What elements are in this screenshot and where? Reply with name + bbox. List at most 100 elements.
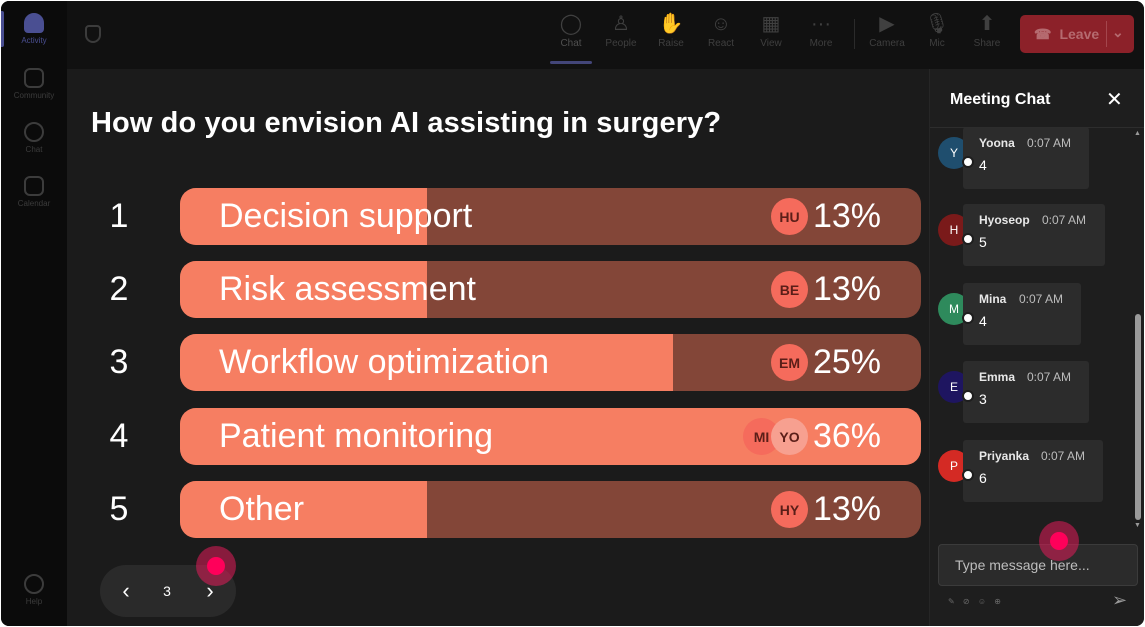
message-bubble: Hyoseop 0:07 AM 5 (963, 204, 1105, 266)
rail-item-chat[interactable]: Chat (1, 120, 67, 170)
community-icon (24, 68, 44, 88)
mic-button-label: Mic (929, 38, 945, 49)
more-button[interactable]: ··· More (798, 11, 844, 61)
more-icon: ··· (811, 13, 831, 35)
rail-item-calendar[interactable]: Calendar (1, 174, 67, 224)
format-toolbar-icons[interactable]: ✎ ⊘ ☺ ⊕ (948, 597, 1004, 606)
message-text: 5 (979, 234, 987, 250)
share-button[interactable]: ⬆ Share (964, 11, 1010, 61)
leave-divider (1106, 21, 1107, 47)
poll-question: How do you envision AI assisting in surg… (91, 107, 722, 139)
rail-item-community[interactable]: Community (1, 66, 67, 116)
previous-page-button[interactable]: ‹ (122, 578, 130, 603)
poll-option-bar: Other HY 13% (180, 481, 921, 538)
scroll-up-arrow-icon[interactable]: ▲ (1134, 130, 1141, 137)
option-percent: 36% (812, 417, 881, 455)
chat-message-list[interactable]: Y Yoona 0:07 AM 4 H Hyoseop 0:07 AM 5 M Mina 0:07 … (930, 128, 1144, 536)
chat-button[interactable]: ◯ Chat (548, 11, 594, 64)
scrollbar-thumb[interactable] (1135, 314, 1141, 520)
app-rail: Activity Community Chat Calendar Help (1, 1, 67, 626)
option-label: Workflow optimization (219, 343, 550, 381)
voter-avatar: HU (771, 198, 808, 235)
share-button-label: Share (973, 38, 1001, 49)
people-button[interactable]: ♙ People (598, 11, 644, 61)
close-icon[interactable]: ✕ (1106, 89, 1123, 111)
hang-up-icon: ☎ (1034, 25, 1052, 42)
people-icon: ♙ (612, 13, 630, 35)
raise-hand-icon: ✋ (658, 13, 684, 35)
sender-name: Emma (979, 370, 1016, 384)
sender-name: Mina (979, 292, 1007, 306)
toolbar-divider (854, 19, 855, 49)
message-time: 0:07 AM (1041, 449, 1086, 463)
shield-icon (85, 25, 101, 43)
meeting-chat-panel: Meeting Chat ✕ Y Yoona 0:07 AM 4 H Hyoseop 0:0… (929, 69, 1144, 626)
send-icon[interactable]: ➢ (1112, 590, 1128, 610)
option-percent: 13% (812, 270, 881, 308)
react-button[interactable]: ☺ React (698, 11, 744, 61)
option-label: Risk assessment (219, 270, 476, 308)
option-fill (180, 188, 427, 245)
presence-dot (962, 233, 974, 245)
chat-panel-title: Meeting Chat (950, 91, 1051, 108)
poll-option-bar: Workflow optimization EM 25% (180, 334, 921, 391)
react-button-label: React (707, 38, 735, 49)
option-label: Patient monitoring (219, 417, 494, 455)
poll-option-bar: Risk assessment BE 13% (180, 261, 921, 318)
rail-item-help[interactable]: Help (1, 572, 67, 622)
meeting-toolbar: ◯ Chat ♙ People ✋ Raise ☺ React ▦ View ·… (67, 1, 1144, 69)
chat-divider (930, 127, 1144, 128)
option-fill (180, 334, 673, 391)
next-page-button[interactable]: › (206, 578, 214, 603)
sender-name: Priyanka (979, 449, 1030, 463)
voter-avatar: YO (771, 418, 808, 455)
option-fill (180, 481, 427, 538)
message-text: 4 (979, 157, 987, 173)
rail-item-label: Community (13, 91, 55, 100)
poll-option-bar: Patient monitoring MI YO 36% (180, 408, 921, 465)
leave-button[interactable]: ☎ Leave ⌄ (1020, 15, 1134, 53)
option-number: 2 (109, 270, 129, 308)
chat-scrollbar[interactable]: ▲ ▼ (1132, 128, 1143, 536)
view-button[interactable]: ▦ View (748, 11, 794, 61)
rail-item-label: Calendar (17, 199, 51, 208)
camera-button[interactable]: ▶ Camera (864, 11, 910, 61)
scroll-down-arrow-icon[interactable]: ▼ (1134, 522, 1141, 529)
mic-button[interactable]: 🎙 Mic (914, 11, 960, 61)
raise-button-label: Raise (658, 38, 684, 49)
click-indicator (1039, 521, 1079, 561)
option-fill (180, 261, 427, 318)
poll-results: How do you envision AI assisting in surg… (67, 69, 929, 626)
view-button-label: View (760, 38, 782, 49)
chat-message-input[interactable]: Type message here... (938, 544, 1138, 586)
option-label: Other (219, 490, 305, 528)
presence-dot (962, 469, 974, 481)
voter-avatar: BE (771, 271, 808, 308)
chat-button-label: Chat (560, 38, 582, 49)
raise-button[interactable]: ✋ Raise (648, 11, 694, 61)
chat-icon (24, 122, 44, 142)
message-text: 6 (979, 470, 987, 486)
message-time: 0:07 AM (1042, 213, 1087, 227)
camera-button-label: Camera (869, 38, 905, 49)
poll-option-bar: Decision support HU 13% (180, 188, 921, 245)
people-button-label: People (605, 38, 637, 49)
rail-item-label: Help (25, 597, 43, 606)
message-bubble: Emma 0:07 AM 3 (963, 361, 1089, 423)
message-time: 0:07 AM (1027, 136, 1072, 150)
option-label: Decision support (219, 197, 473, 235)
react-icon: ☺ (710, 13, 732, 35)
mic-icon: 🎙 (924, 13, 950, 35)
calendar-icon (24, 176, 44, 196)
rail-item-label: Activity (21, 36, 47, 45)
message-text: 3 (979, 391, 987, 407)
option-number: 1 (109, 197, 129, 235)
option-number: 5 (109, 490, 129, 528)
chevron-down-icon[interactable]: ⌄ (1112, 24, 1124, 40)
rail-item-activity[interactable]: Activity (1, 11, 67, 61)
message-text: 4 (979, 313, 987, 329)
option-percent: 25% (812, 343, 881, 381)
message-bubble: Mina 0:07 AM 4 (963, 283, 1081, 345)
message-time: 0:07 AM (1019, 292, 1064, 306)
